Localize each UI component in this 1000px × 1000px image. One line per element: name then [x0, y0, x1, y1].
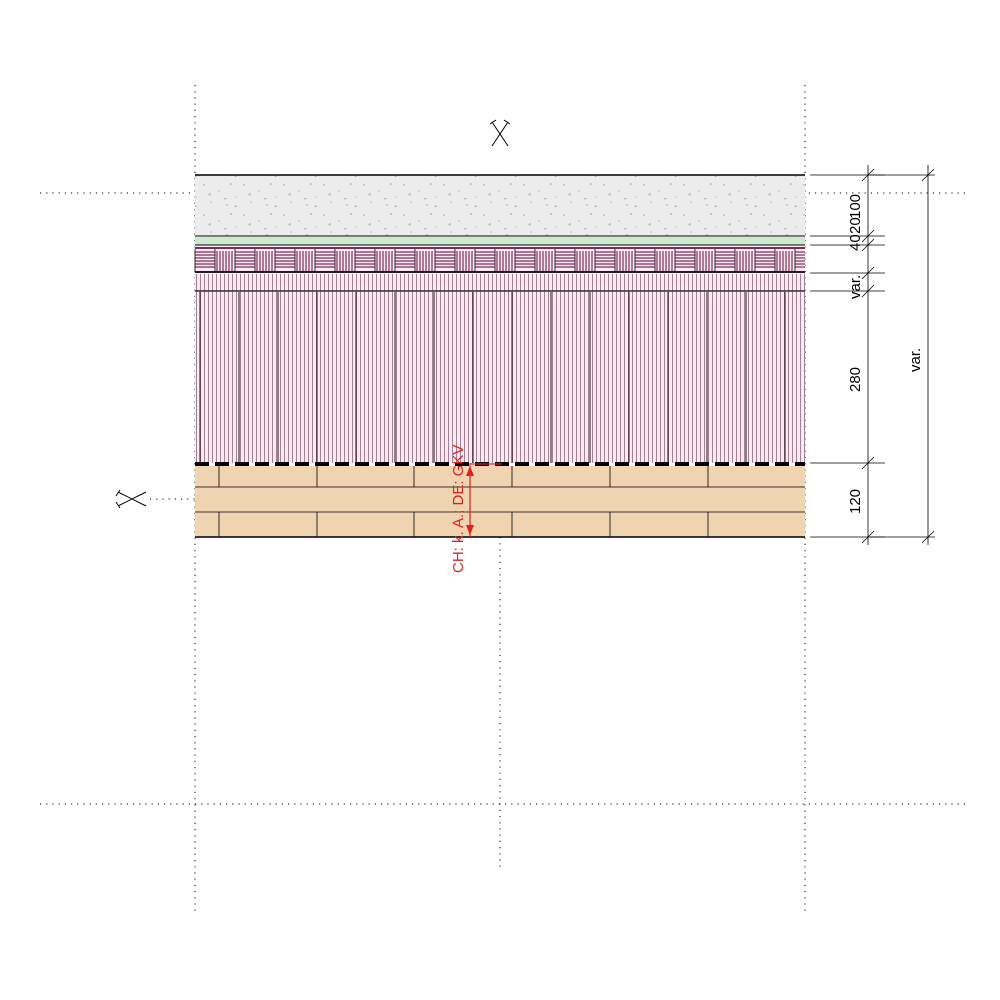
weave-block — [794, 249, 805, 272]
weave-block — [194, 249, 215, 272]
dim-label-40: 40 — [847, 234, 864, 251]
weave-block — [634, 249, 655, 272]
dim-label-var-small: var. — [847, 275, 864, 299]
weave-block — [694, 249, 713, 272]
concrete-layer — [195, 174, 805, 237]
timber-layer — [195, 466, 805, 538]
woven-insulation-layer — [194, 246, 805, 274]
battens-layer — [195, 274, 805, 292]
dim-label-120: 120 — [847, 489, 864, 514]
weave-block — [434, 249, 455, 272]
weave-block — [754, 249, 775, 272]
dim-label-20: 20 — [847, 217, 864, 234]
weave-block — [334, 249, 353, 272]
weave-block — [494, 249, 513, 272]
dimension-chain — [810, 165, 935, 545]
weave-block — [514, 249, 535, 272]
dim-label-var-total: var. — [907, 348, 924, 372]
section-marker-left — [115, 489, 147, 509]
weave-block — [594, 249, 615, 272]
weave-block — [234, 249, 255, 272]
insulation-layer — [195, 292, 805, 463]
weave-block — [274, 249, 295, 272]
grain-annotation-label: CH: k. A.; DE: GKV — [450, 445, 467, 573]
weave-block — [454, 249, 473, 272]
dim-label-100: 100 — [847, 194, 864, 219]
weave-block — [774, 249, 793, 272]
dimension-labels: 100 40 20 var. 280 120 var. — [847, 194, 924, 514]
weave-block — [614, 249, 633, 272]
weave-block — [294, 249, 313, 272]
weave-block — [554, 249, 575, 272]
weave-block — [474, 249, 495, 272]
weave-block — [214, 249, 233, 272]
section-marker-top — [489, 119, 511, 147]
weave-block — [374, 249, 393, 272]
grain-annotation: CH: k. A.; DE: GKV — [450, 445, 502, 573]
weave-block — [674, 249, 695, 272]
weave-block — [414, 249, 433, 272]
weave-block — [254, 249, 273, 272]
weave-block — [574, 249, 593, 272]
dim-label-280: 280 — [847, 367, 864, 392]
weave-block — [714, 249, 735, 272]
weave-block — [654, 249, 673, 272]
weave-block — [734, 249, 753, 272]
weave-block — [534, 249, 553, 272]
weave-block — [394, 249, 415, 272]
grid-lines — [40, 85, 965, 912]
weave-block — [354, 249, 375, 272]
weave-block — [314, 249, 335, 272]
membrane-layer — [195, 237, 805, 246]
